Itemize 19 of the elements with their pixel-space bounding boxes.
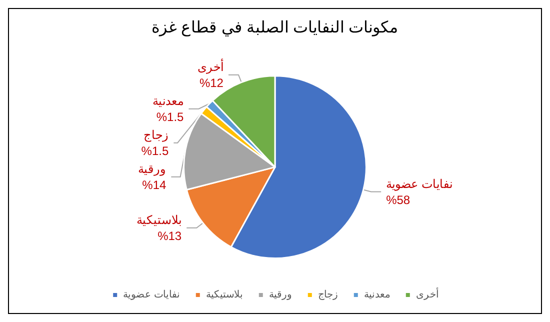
chart-title: مكونات النفايات الصلبة في قطاع غزة (151, 20, 399, 36)
legend-label: أخرى (416, 288, 439, 300)
data-label: %58 (386, 192, 410, 207)
data-label: %14 (142, 178, 166, 192)
slice-label: بلاستيكية (136, 212, 182, 227)
slice-label: أخرى (197, 58, 224, 74)
data-label: %1.5 (156, 110, 184, 124)
legend-label: معدنية (364, 290, 390, 300)
slice-label: ورقية (138, 162, 166, 176)
data-label: %1.5 (141, 144, 169, 158)
data-label: %13 (158, 228, 182, 243)
slice-label: معدنية (152, 94, 184, 108)
legend-label: ورقية (268, 290, 292, 300)
data-label: %12 (199, 76, 224, 90)
legend-label: نفايات عضوية (123, 290, 180, 300)
legend-label: بلاستيكية (206, 290, 243, 300)
slice-label: نفايات عضوية (386, 176, 452, 191)
legend-label: زجاج (318, 290, 338, 300)
slice-label: زجاج (144, 128, 169, 142)
